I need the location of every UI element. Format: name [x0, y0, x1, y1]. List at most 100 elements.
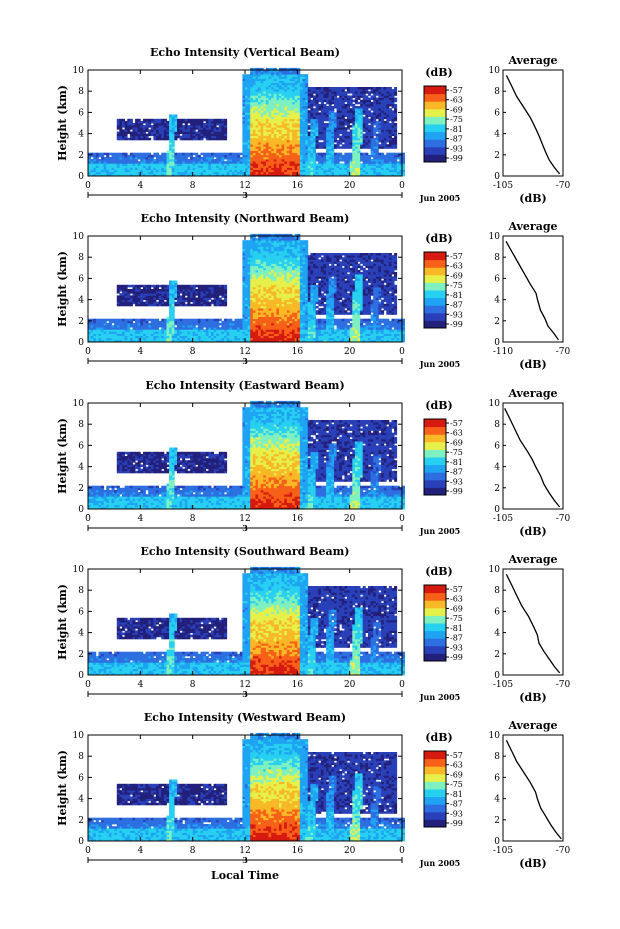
heatmap-cell: [242, 99, 246, 103]
heatmap-cell: [258, 120, 262, 124]
heatmap-cell: [171, 163, 175, 166]
heatmap-cell: [169, 125, 173, 128]
heatmap-cell: [273, 120, 277, 124]
heatmap-cell: [156, 173, 159, 177]
heatmap-cell: [116, 163, 120, 166]
heatmap-cell: [166, 284, 170, 288]
heatmap-cell: [297, 171, 301, 175]
heatmap-cell: [106, 171, 110, 175]
heatmap-cell: [250, 167, 254, 170]
profile-title: Average: [507, 54, 557, 67]
heatmap-cell: [258, 87, 262, 90]
heatmap-cell: [250, 123, 254, 126]
heatmap-cell: [289, 106, 293, 109]
heatmap-cell: [258, 167, 262, 170]
heatmap-cell: [265, 74, 269, 77]
heatmap-cell: [245, 108, 248, 111]
heatmap-cell: [208, 337, 212, 341]
heatmap-cell: [299, 82, 303, 86]
heatmap-cell: [174, 161, 178, 164]
heatmap-cell: [297, 89, 301, 92]
heatmap-cell: [349, 108, 353, 111]
heatmap-cell: [247, 82, 251, 86]
heatmap-cell: [268, 140, 272, 143]
heatmap-cell: [284, 133, 288, 137]
heatmap-cell: [250, 144, 254, 147]
heatmap-cell: [299, 133, 303, 137]
heatmap-cell: [328, 108, 332, 111]
heatmap-cell: [276, 76, 280, 79]
heatmap-cell: [289, 169, 293, 173]
heatmap-cell: [166, 171, 170, 175]
heatmap-cell: [362, 97, 366, 101]
heatmap-cell: [242, 242, 246, 245]
heatmap-cell: [124, 327, 128, 330]
heatmap-cell: [276, 110, 280, 113]
heatmap-cell: [323, 118, 327, 122]
heatmap-cell: [119, 129, 123, 132]
heatmap-cell: [302, 127, 306, 130]
heatmap-cell: [205, 135, 209, 139]
heatmap-cell: [250, 337, 254, 341]
heatmap-cell: [260, 148, 264, 151]
heatmap-cell: [161, 129, 165, 132]
heatmap-cell: [140, 163, 144, 166]
heatmap-cell: [284, 137, 288, 141]
heatmap-cell: [184, 163, 188, 166]
heatmap-cell: [297, 76, 301, 79]
heatmap-cell: [177, 169, 180, 173]
heatmap-cell: [247, 327, 251, 330]
heatmap-cell: [192, 161, 196, 164]
heatmap-cell: [182, 284, 186, 288]
heatmap-cell: [242, 167, 246, 170]
heatmap-cell: [124, 165, 128, 168]
heatmap-cell: [320, 118, 324, 122]
heatmap-cell: [224, 284, 228, 288]
heatmap-cell: [284, 154, 288, 158]
heatmap-cell: [174, 152, 178, 156]
heatmap-cell: [101, 154, 105, 158]
heatmap-cell: [326, 161, 330, 164]
heatmap-cell: [177, 152, 180, 156]
heatmap-cell: [375, 97, 379, 101]
heatmap-cell: [203, 295, 207, 298]
heatmap-cell: [281, 127, 285, 130]
heatmap-cell: [184, 327, 188, 330]
heatmap-cell: [310, 171, 314, 175]
heatmap-cell: [122, 165, 125, 168]
heatmap-cell: [289, 82, 293, 86]
heatmap-cell: [279, 125, 282, 128]
heatmap-cell: [111, 154, 115, 158]
heatmap-cell: [313, 161, 316, 164]
heatmap-cell: [323, 129, 327, 132]
heatmap-cell: [281, 74, 285, 77]
heatmap-cell: [190, 173, 194, 177]
heatmap-cell: [294, 91, 298, 94]
heatmap-cell: [169, 127, 173, 130]
heatmap-cell: [195, 289, 199, 292]
heatmap-cell: [143, 120, 146, 124]
heatmap-cell: [184, 159, 188, 162]
heatmap-cell: [213, 135, 217, 139]
heatmap-cell: [273, 152, 277, 156]
heatmap-cell: [234, 165, 238, 168]
heatmap-cell: [294, 161, 298, 164]
heatmap-cell: [205, 337, 209, 341]
heatmap-cell: [258, 76, 262, 79]
heatmap-cell: [294, 137, 298, 141]
heatmap-cell: [255, 125, 259, 128]
heatmap-cell: [339, 152, 343, 156]
heatmap-cell: [140, 156, 144, 160]
heatmap-cell: [150, 318, 154, 322]
heatmap-cell: [294, 112, 298, 115]
heatmap-cell: [289, 101, 293, 105]
heatmap-cell: [271, 70, 275, 73]
heatmap-cell: [263, 91, 267, 94]
heatmap-cell: [263, 106, 267, 109]
heatmap-cell: [216, 169, 220, 173]
heatmap-cell: [182, 120, 186, 124]
heatmap-cell: [271, 120, 275, 124]
heatmap-cell: [258, 165, 262, 168]
heatmap-cell: [171, 114, 175, 117]
heatmap-cell: [224, 156, 228, 160]
